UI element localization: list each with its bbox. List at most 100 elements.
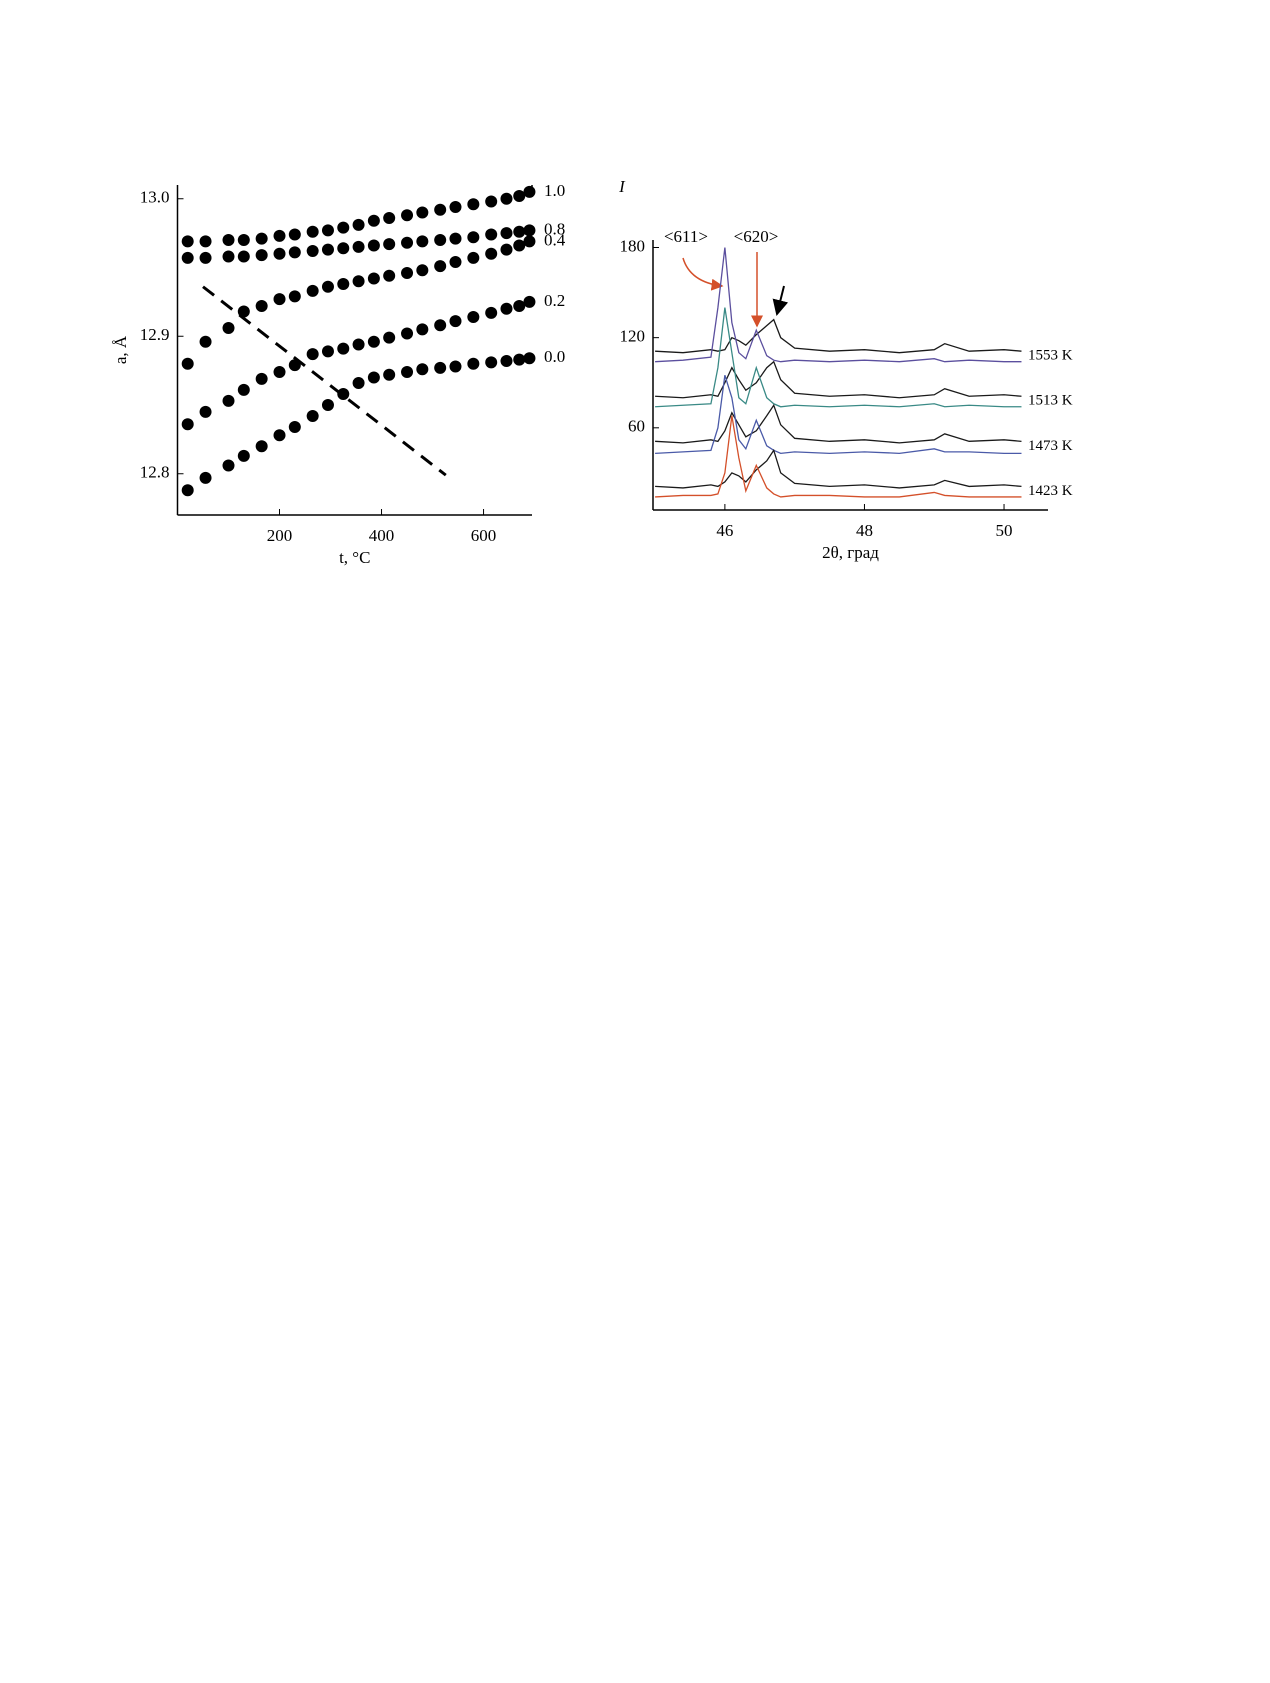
data-point [485, 247, 498, 260]
data-point [306, 245, 319, 257]
data-point [199, 235, 212, 248]
data-point [401, 267, 414, 279]
data-point [255, 300, 268, 312]
data-point [401, 236, 414, 249]
data-point [199, 251, 212, 264]
data-point [467, 357, 480, 370]
y-axis-label: I [618, 177, 626, 196]
data-point [416, 323, 429, 336]
x-tick-label: 50 [996, 521, 1013, 540]
data-point [255, 372, 268, 385]
data-point [367, 214, 380, 227]
data-point [237, 449, 250, 462]
data-point [383, 331, 396, 344]
data-point [367, 239, 380, 252]
data-point [181, 484, 194, 497]
data-point [416, 264, 429, 277]
data-point [367, 272, 380, 285]
data-point [273, 366, 286, 378]
data-point [500, 302, 513, 315]
data-point [306, 410, 319, 422]
curve-label: 1553 K [1028, 348, 1073, 364]
data-point [367, 335, 380, 348]
data-point [434, 260, 447, 273]
spectrum-line [655, 307, 1022, 408]
data-point [181, 418, 194, 431]
curve-label: 1473 K [1028, 438, 1073, 454]
data-point [199, 405, 212, 418]
spectrum-line [655, 448, 1022, 489]
data-point [352, 240, 365, 253]
data-point [523, 235, 536, 248]
data-point [500, 355, 513, 367]
data-point [467, 311, 480, 323]
data-point [237, 234, 250, 246]
x-axis-label: 2θ, град [822, 543, 879, 562]
data-point [181, 357, 194, 370]
data-point [383, 238, 396, 251]
curve-label: 1423 K [1028, 483, 1073, 499]
series-label: 0.8 [544, 219, 565, 238]
x-tick-label: 46 [716, 521, 733, 540]
data-point [321, 280, 334, 293]
spectrum-line [655, 318, 1022, 354]
curve-label: 1513 K [1028, 393, 1073, 409]
data-point [222, 459, 235, 472]
data-point [434, 203, 447, 216]
peak-label: <620> [734, 227, 779, 246]
data-point [255, 440, 268, 453]
data-point [288, 421, 301, 433]
data-point [367, 371, 380, 384]
peak-label: <611> [664, 227, 708, 246]
data-point [401, 366, 414, 378]
x-tick-label: 48 [856, 521, 873, 540]
data-point [467, 231, 480, 244]
y-tick-label: 13.0 [140, 188, 170, 207]
data-point [222, 322, 235, 334]
data-point [485, 228, 498, 241]
data-point [288, 246, 301, 259]
trend-line [202, 285, 447, 477]
data-point [337, 342, 350, 355]
data-point [237, 383, 250, 396]
data-point [288, 228, 301, 241]
data-point [321, 399, 334, 411]
data-point [222, 234, 235, 246]
data-point [222, 250, 235, 263]
data-point [199, 471, 212, 484]
data-point [467, 198, 480, 211]
data-point [401, 209, 414, 222]
data-point [513, 190, 526, 202]
data-point [352, 338, 365, 351]
data-point [434, 234, 447, 246]
spectrum-line [655, 415, 1022, 498]
data-point [449, 315, 462, 328]
y-tick-label: 120 [620, 327, 646, 346]
data-point [401, 327, 414, 340]
data-point [352, 218, 365, 231]
data-point [273, 429, 286, 442]
series-label: 0.4 [544, 230, 566, 249]
data-point [523, 295, 536, 308]
data-point [273, 229, 286, 242]
data-point [500, 243, 513, 256]
data-point [352, 275, 365, 288]
data-point [199, 335, 212, 348]
data-point [321, 345, 334, 358]
data-point [449, 232, 462, 245]
data-point [288, 290, 301, 303]
data-point [306, 284, 319, 297]
data-point [485, 356, 498, 369]
x-tick-label: 200 [267, 526, 293, 545]
data-point [321, 243, 334, 256]
data-point [383, 269, 396, 282]
arrow [682, 257, 724, 291]
data-point [434, 361, 447, 374]
data-point [523, 185, 536, 198]
data-point [449, 360, 462, 373]
data-point [500, 192, 513, 205]
data-point [337, 242, 350, 255]
data-point [181, 251, 194, 264]
data-point [337, 221, 350, 234]
